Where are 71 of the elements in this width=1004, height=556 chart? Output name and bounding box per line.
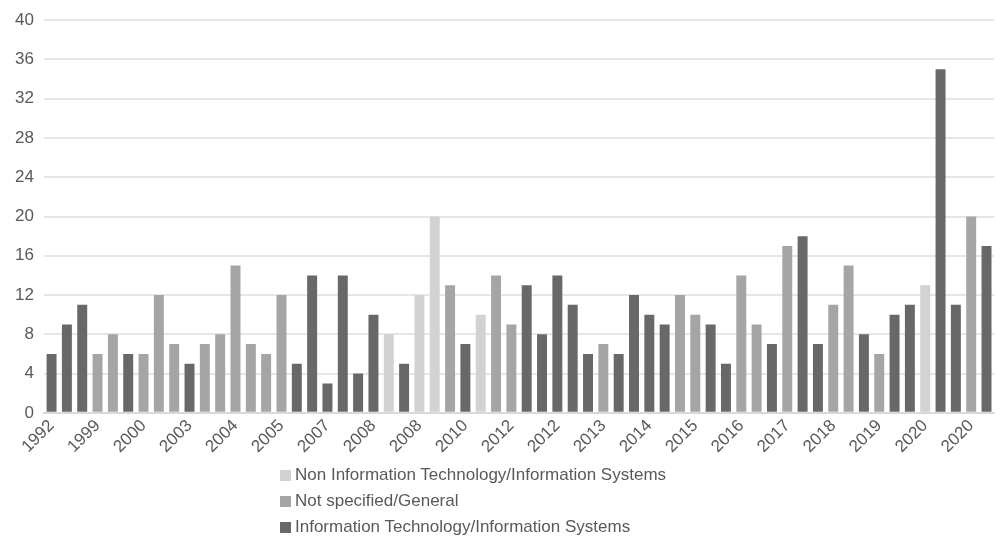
bar xyxy=(230,265,241,412)
bar xyxy=(153,295,164,412)
bar xyxy=(675,295,685,412)
bar xyxy=(291,363,302,412)
bar xyxy=(736,275,747,412)
bar xyxy=(61,324,72,412)
bar xyxy=(199,344,210,412)
y-tick-label: 32 xyxy=(14,88,34,108)
y-tick-label: 16 xyxy=(14,245,34,265)
bar xyxy=(506,324,517,412)
bar xyxy=(92,353,103,412)
bar xyxy=(353,373,364,412)
bar xyxy=(123,353,134,412)
bar xyxy=(307,275,318,412)
bar xyxy=(245,344,256,412)
bar xyxy=(138,353,149,412)
bar xyxy=(858,334,869,412)
bar xyxy=(368,314,379,412)
bar xyxy=(935,69,946,412)
bar xyxy=(583,353,593,412)
bar xyxy=(843,265,854,412)
bar xyxy=(659,324,670,412)
bar xyxy=(567,304,578,412)
bar xyxy=(950,304,961,412)
bar xyxy=(261,353,272,412)
bar xyxy=(337,275,348,412)
bar xyxy=(874,353,885,412)
bar xyxy=(613,353,624,412)
bar xyxy=(77,304,88,412)
bar xyxy=(644,314,655,412)
bar xyxy=(107,334,118,412)
bar xyxy=(46,353,57,412)
bar xyxy=(812,344,823,412)
bar xyxy=(552,275,563,412)
bar xyxy=(981,245,992,412)
bar xyxy=(491,275,502,412)
bar xyxy=(399,363,410,412)
legend-label: Information Technology/Information Systems xyxy=(295,516,631,538)
bar xyxy=(690,314,701,412)
y-tick-label: 24 xyxy=(14,166,34,186)
y-tick-label: 36 xyxy=(14,49,34,69)
y-tick-label: 8 xyxy=(24,323,34,343)
bar xyxy=(521,285,532,412)
legend-label: Not specified/General xyxy=(295,490,459,512)
bar xyxy=(966,216,977,412)
y-tick-label: 40 xyxy=(14,9,34,29)
y-tick-label: 12 xyxy=(14,284,34,304)
y-tick-label: 20 xyxy=(14,206,34,226)
bar xyxy=(184,363,195,412)
bar xyxy=(598,344,609,412)
bar xyxy=(276,295,287,412)
bar xyxy=(904,304,915,412)
bar xyxy=(889,314,900,412)
bar xyxy=(828,304,839,412)
bar xyxy=(766,344,777,412)
bar xyxy=(720,363,731,412)
bar xyxy=(782,245,793,412)
bar xyxy=(537,334,548,412)
bar xyxy=(460,344,471,412)
bar xyxy=(215,334,226,412)
bar xyxy=(705,324,716,412)
bar xyxy=(322,383,333,412)
bar xyxy=(751,324,762,412)
bar xyxy=(445,285,456,412)
y-tick-label: 28 xyxy=(14,127,34,147)
y-tick-label: 4 xyxy=(24,363,34,383)
bar xyxy=(797,236,808,412)
bar xyxy=(629,295,639,412)
legend-label: Non Information Technology/Information Systems xyxy=(295,464,667,486)
y-tick-label: 0 xyxy=(24,402,34,422)
bar xyxy=(169,344,180,412)
